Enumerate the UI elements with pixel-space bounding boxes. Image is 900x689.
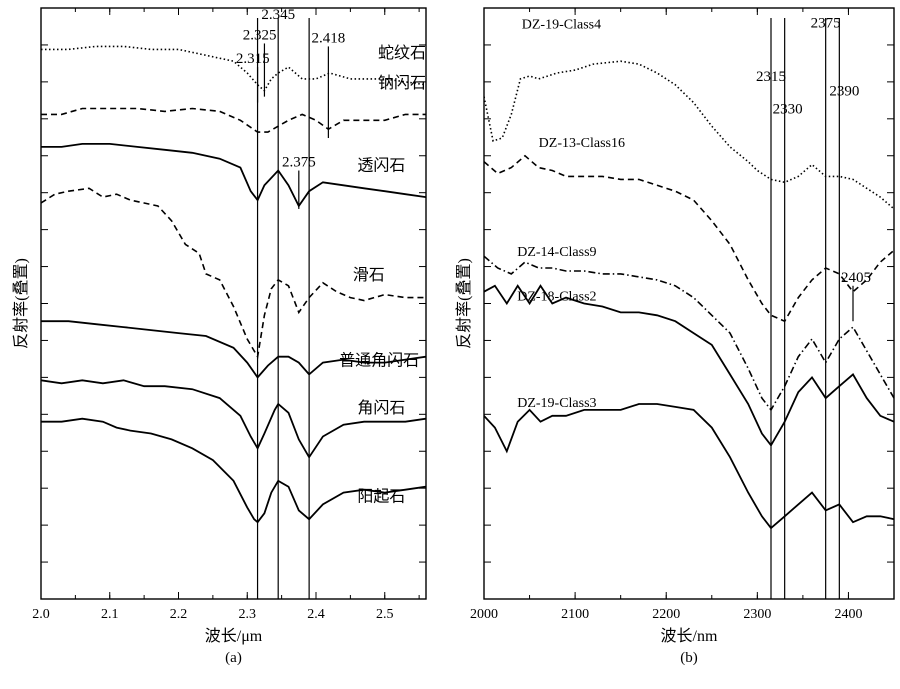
series-line xyxy=(41,45,426,92)
annotation-label: 2390 xyxy=(829,84,859,100)
annotation-label: 2315 xyxy=(756,69,786,85)
x-tick-label: 2.1 xyxy=(101,607,119,622)
y-axis-label: 反射率(叠置) xyxy=(12,258,30,349)
series-line xyxy=(41,320,426,379)
series-label: 普通角闪石 xyxy=(339,352,419,370)
annotation-label: 2.345 xyxy=(261,7,295,23)
x-tick-label: 2.2 xyxy=(170,607,188,622)
series-label: DZ-13-Class16 xyxy=(539,136,625,151)
x-tick-label: 2100 xyxy=(561,607,589,622)
series-line xyxy=(41,379,426,459)
annotation-label: 2.315 xyxy=(236,51,270,67)
series-line xyxy=(484,403,894,530)
panel-label: (a) xyxy=(225,650,242,666)
y-axis-label: 反射率(叠置) xyxy=(455,258,473,349)
panel-b-chart: 2000 2100 2200 2300 2400 波长/nm (b) 反射率(叠置) DZ-19… xyxy=(455,7,895,666)
series-line xyxy=(484,255,894,412)
x-tick-label: 2000 xyxy=(470,607,498,622)
x-tick-label: 2200 xyxy=(652,607,680,622)
annotation-label: 2.325 xyxy=(243,27,277,43)
series-line xyxy=(484,154,894,323)
series-label: 阳起石 xyxy=(357,487,405,505)
series-label: 蛇纹石 xyxy=(378,44,426,62)
x-axis-label: 波长/nm xyxy=(661,627,718,645)
series-label: 角闪石 xyxy=(357,399,405,417)
series-line xyxy=(484,284,894,447)
x-tick-label: 2400 xyxy=(834,607,862,622)
annotation-label: 2330 xyxy=(773,101,803,117)
series-line xyxy=(41,417,426,524)
panel-a-chart: 2.0 2.1 2.2 2.3 2.4 2.5 波长/μm (a) 反射率(叠置) 蛇纹石钠闪石透… xyxy=(12,7,427,666)
annotation-label: 2.375 xyxy=(282,155,316,171)
series-label: DZ-19-Class4 xyxy=(522,18,601,33)
series-line xyxy=(41,187,426,360)
annotation-label: 2405 xyxy=(841,270,871,286)
x-tick-label: 2300 xyxy=(743,607,771,622)
x-axis-label: 波长/μm xyxy=(205,627,263,645)
x-tick-label: 2.3 xyxy=(239,607,257,622)
series-label: DZ-18-Class2 xyxy=(517,290,596,305)
annotation-label: 2.418 xyxy=(312,30,346,46)
x-tick-label: 2.4 xyxy=(307,607,325,622)
annotation-label: 2375 xyxy=(811,16,841,32)
series-label: DZ-19-Class3 xyxy=(517,396,596,411)
series-line xyxy=(484,60,894,210)
series-label: 钠闪石 xyxy=(378,74,426,92)
panel-label: (b) xyxy=(680,650,698,666)
series-label: 滑石 xyxy=(353,266,385,284)
x-tick-label: 2.5 xyxy=(376,607,394,622)
series-line xyxy=(41,107,426,133)
plot-frame xyxy=(40,7,427,600)
x-tick-label: 2.0 xyxy=(32,607,50,622)
series-label: DZ-14-Class9 xyxy=(517,245,596,260)
series-label: 透闪石 xyxy=(357,157,405,175)
series-line xyxy=(41,143,426,208)
